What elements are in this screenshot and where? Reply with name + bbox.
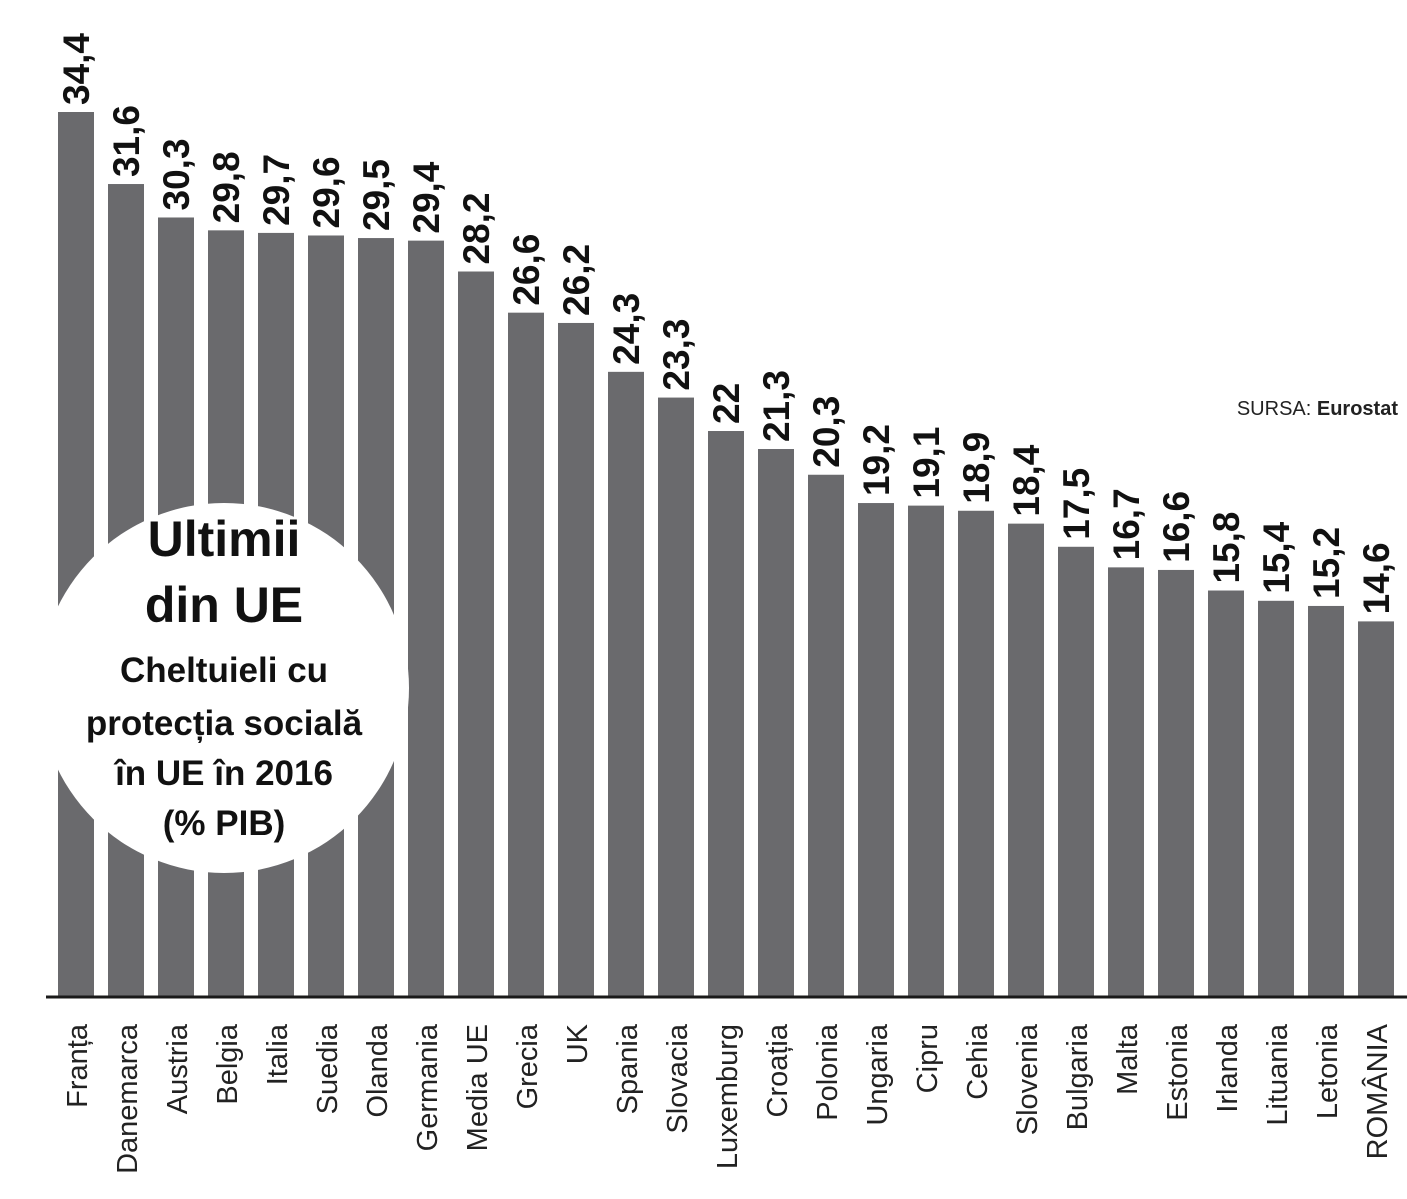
category-label-17: Cipru	[912, 1024, 944, 1093]
bar-25	[1308, 605, 1344, 997]
value-label-4: 29,7	[256, 154, 297, 226]
category-label-11: Spania	[612, 1023, 644, 1114]
source-label: SURSA:	[1236, 398, 1312, 420]
category-labels-group: Franța Danemarca Austria Belgia Italia Suedia…	[62, 1023, 1394, 1174]
category-label-24: Lituania	[1262, 1023, 1294, 1125]
category-label-5: Suedia	[312, 1023, 344, 1114]
category-label-15: Polonia	[812, 1023, 844, 1121]
category-label-25: Letonia	[1312, 1023, 1344, 1119]
value-label-22: 16,6	[1156, 491, 1197, 563]
category-label-10: UK	[562, 1023, 594, 1064]
category-label-20: Bulgaria	[1062, 1023, 1094, 1130]
category-label-21: Malta	[1112, 1023, 1144, 1095]
chart-subtitle-line-3: în UE în 2016	[115, 754, 333, 793]
bar-13	[708, 431, 744, 998]
value-label-25: 15,2	[1306, 527, 1347, 599]
value-label-14: 21,3	[756, 370, 797, 442]
value-label-26: 14,6	[1356, 542, 1397, 614]
value-label-12: 23,3	[656, 319, 697, 391]
bar-26	[1358, 621, 1394, 997]
value-label-3: 29,8	[206, 151, 247, 223]
bar-19	[1008, 523, 1044, 997]
bar-21	[1108, 567, 1144, 997]
category-label-13: Luxemburg	[712, 1024, 744, 1169]
value-label-1: 31,6	[106, 105, 147, 177]
value-label-5: 29,6	[306, 156, 347, 228]
chart-subtitle-line-2: protecția socială	[85, 704, 363, 743]
value-label-0: 34,4	[56, 33, 97, 105]
category-label-1: Danemarca	[112, 1023, 144, 1174]
category-label-26: ROMÂNIA	[1361, 1023, 1394, 1159]
value-label-8: 28,2	[456, 192, 497, 264]
bar-8	[458, 271, 494, 997]
category-label-3: Belgia	[212, 1023, 244, 1104]
chart-subtitle-line-1: Cheltuieli cu	[119, 651, 329, 690]
category-label-23: Irlanda	[1212, 1023, 1244, 1113]
value-label-13: 22	[706, 383, 747, 424]
bar-20	[1058, 546, 1094, 997]
bar-17	[908, 505, 944, 997]
bar-22	[1158, 569, 1194, 997]
value-label-6: 29,5	[356, 159, 397, 231]
bar-23	[1208, 590, 1244, 997]
value-label-10: 26,2	[556, 244, 597, 316]
value-label-2: 30,3	[156, 138, 197, 210]
category-label-6: Olanda	[362, 1023, 394, 1117]
value-label-23: 15,8	[1206, 512, 1247, 584]
title-bubble: Ultimii din UE Cheltuieli cu protecția s…	[39, 503, 409, 873]
category-label-8: Media UE	[462, 1024, 494, 1151]
source-value: Eurostat	[1316, 398, 1398, 420]
value-label-17: 19,1	[906, 427, 947, 499]
value-label-16: 19,2	[856, 424, 897, 496]
bar-16	[858, 503, 894, 997]
category-label-7: Germania	[412, 1023, 444, 1151]
category-label-22: Estonia	[1162, 1023, 1194, 1121]
category-label-16: Ungaria	[862, 1023, 894, 1125]
chart-title-line-1: Ultimii	[147, 511, 301, 567]
category-label-14: Croația	[762, 1023, 794, 1117]
value-label-18: 18,9	[956, 432, 997, 504]
value-label-9: 26,6	[506, 234, 547, 306]
bar-7	[408, 240, 444, 997]
bar-10	[558, 322, 594, 997]
bar-11	[608, 371, 644, 998]
category-label-18: Cehia	[962, 1023, 994, 1100]
category-label-19: Slovenia	[1012, 1023, 1044, 1135]
chart-title-line-2: din UE	[144, 577, 304, 633]
category-label-2: Austria	[162, 1023, 194, 1114]
bar-12	[658, 397, 694, 997]
bar-14	[758, 449, 794, 997]
value-label-7: 29,4	[406, 161, 447, 233]
bar-15	[808, 474, 844, 998]
source-note: SURSA: Eurostat	[1237, 398, 1398, 421]
value-label-24: 15,4	[1256, 521, 1297, 593]
value-label-11: 24,3	[606, 293, 647, 365]
value-label-19: 18,4	[1006, 444, 1047, 516]
category-label-4: Italia	[262, 1023, 294, 1085]
category-label-12: Slovacia	[662, 1023, 694, 1133]
bar-0	[58, 112, 94, 997]
value-label-20: 17,5	[1056, 468, 1097, 540]
category-label-9: Grecia	[512, 1023, 544, 1109]
bar-9	[508, 312, 544, 998]
category-label-0: Franța	[62, 1023, 94, 1108]
chart-subtitle-line-4: (% PIB)	[162, 804, 286, 843]
bar-18	[958, 510, 994, 997]
bar-24	[1258, 600, 1294, 997]
value-label-21: 16,7	[1106, 488, 1147, 560]
value-label-15: 20,3	[806, 396, 847, 468]
